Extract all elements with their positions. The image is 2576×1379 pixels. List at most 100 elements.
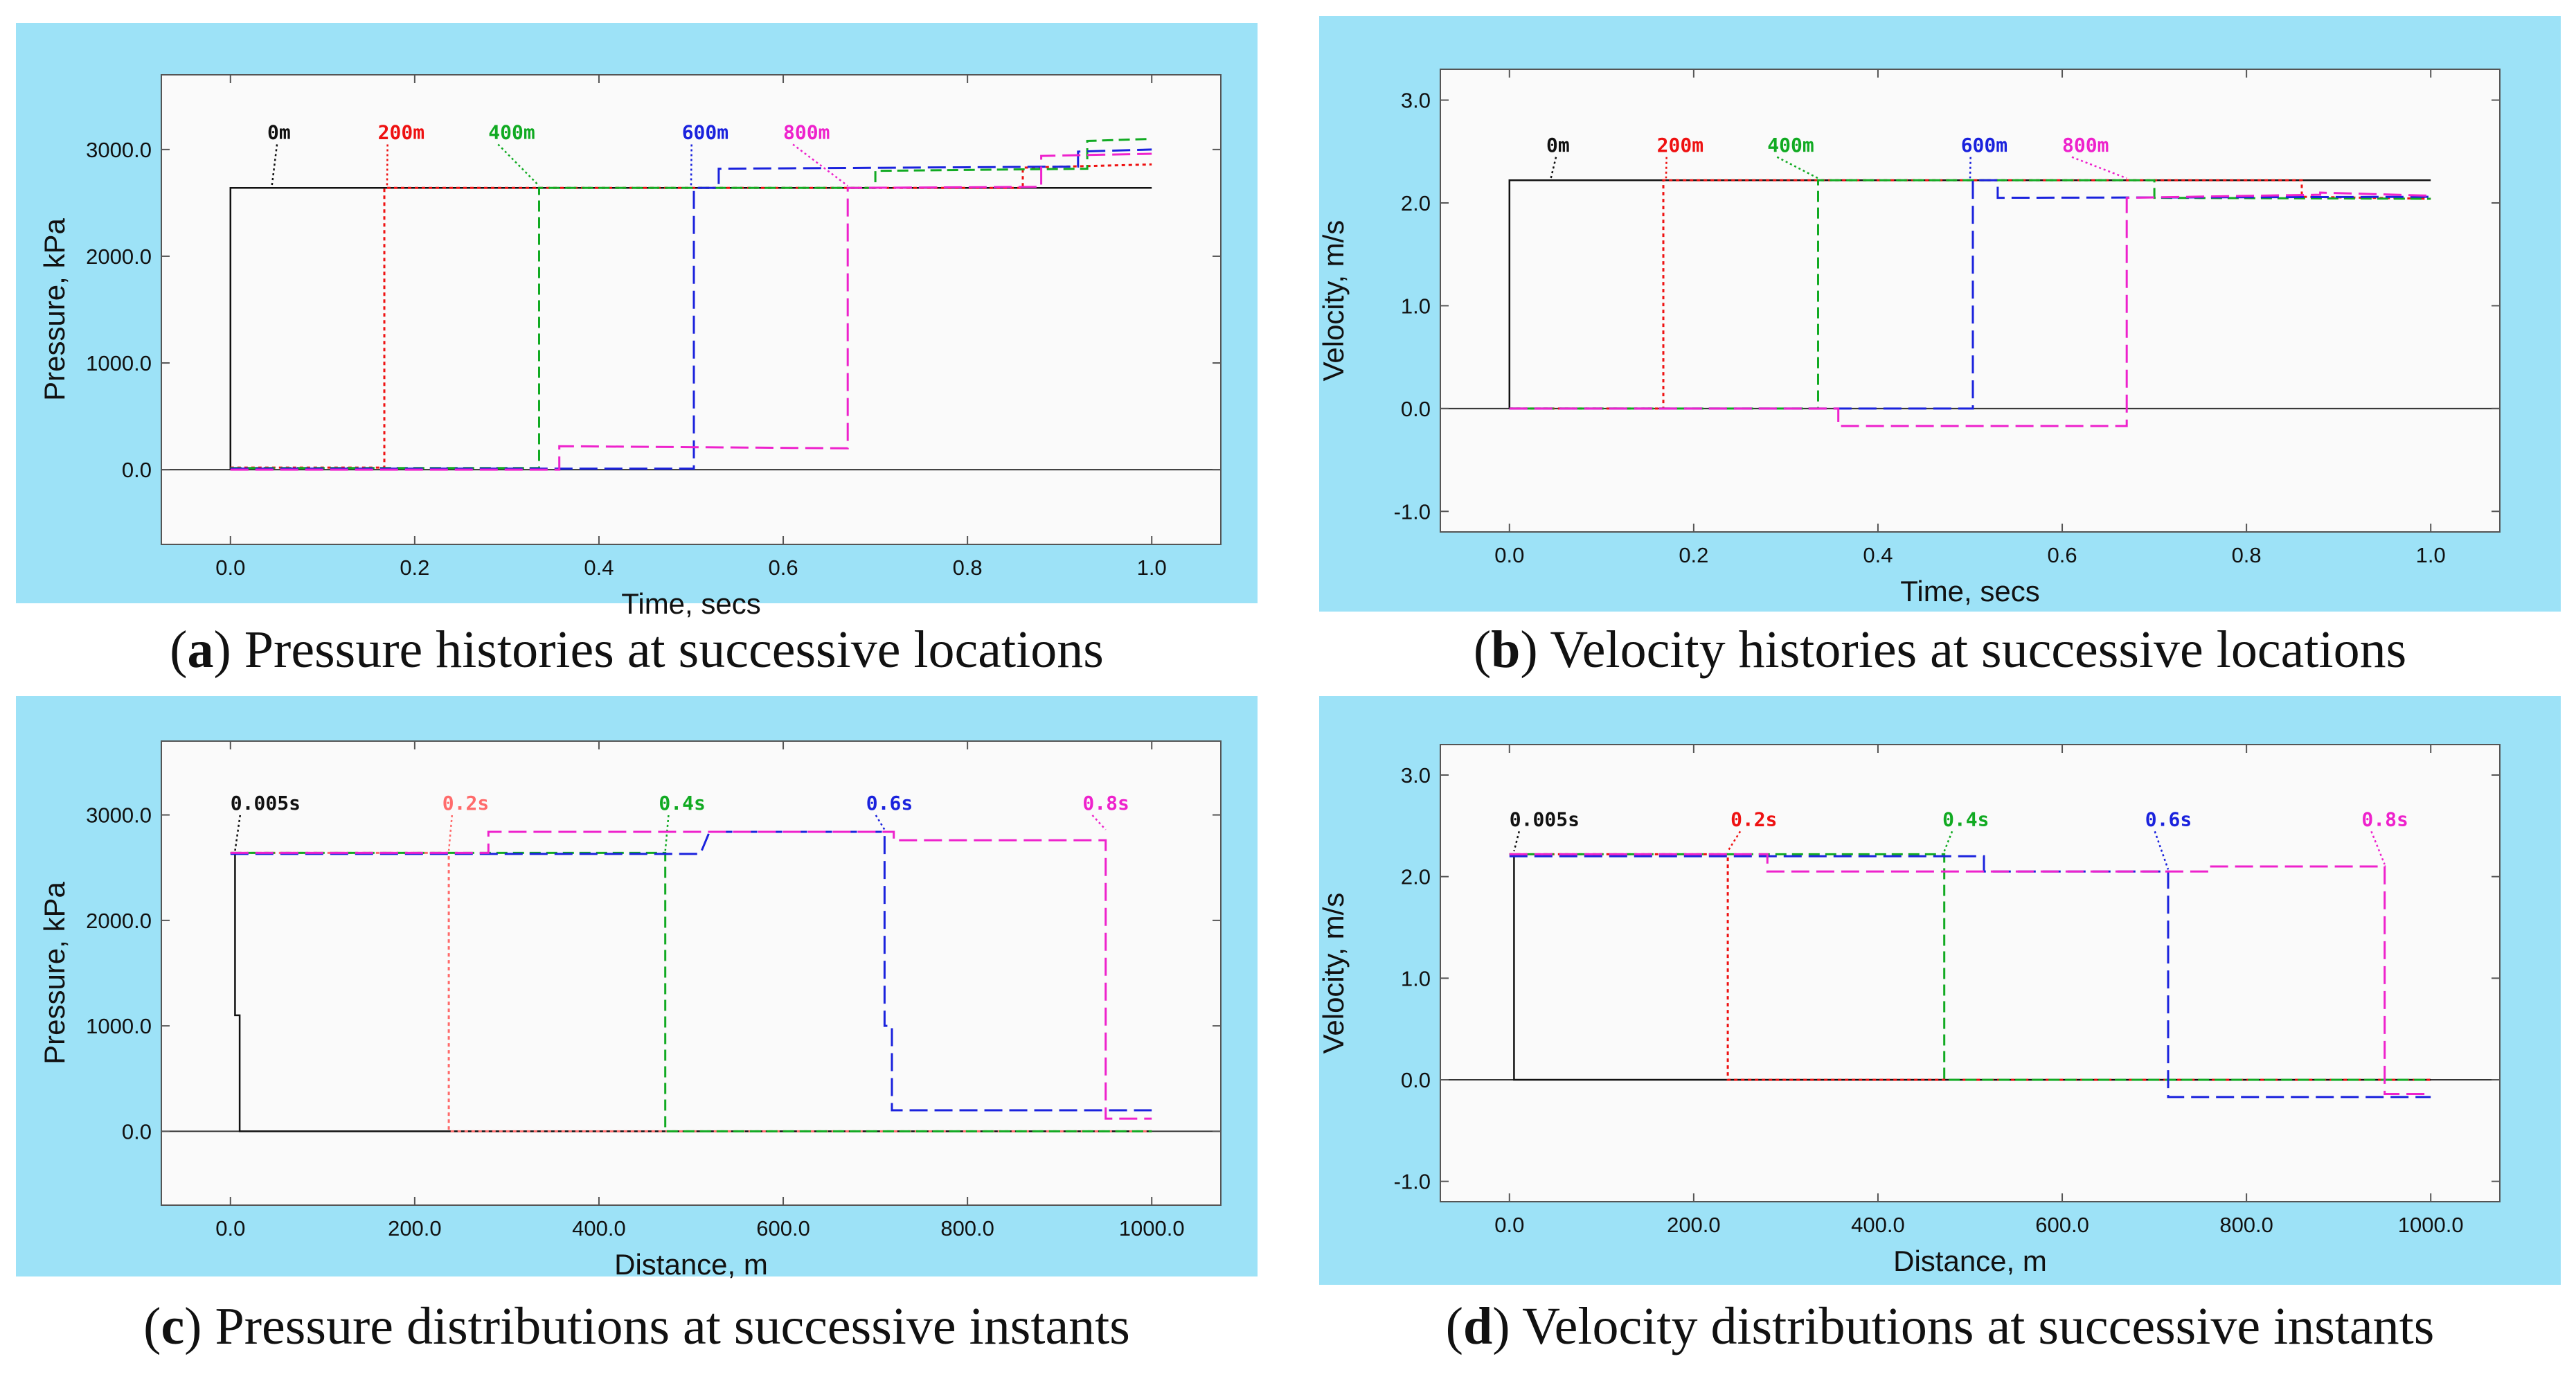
x-axis-label: Time, secs [621,587,760,620]
chart-b: -1.0 0.0 1.0 2.0 3.0 0.0 0.2 0.4 0.6 0.8 1.0 Time, … [1317,69,2501,607]
series-leader-200m [386,144,388,186]
x-tick-label: 1000.0 [2398,1213,2464,1237]
chart-panel-d: -1.0 0.0 1.0 2.0 3.0 0.0 200.0 400.0 600.0 800.0 1… [1317,696,2561,1285]
series-label-0.8s: 0.8s [1082,792,1129,815]
caption-d: (d) Velocity distributions at successive… [1445,1297,2435,1355]
series-label-0m: 0m [1546,134,1570,157]
y-tick-label: 3.0 [1401,763,1431,788]
series-line-0.8s [230,830,1152,1120]
x-tick-label: 1.0 [1137,555,1167,580]
y-tick-label: 0.0 [122,1119,152,1144]
y-tick-label: 2000.0 [86,909,152,933]
y-tick-label: 1.0 [1401,294,1431,318]
x-tick-label: 0.2 [400,555,429,580]
series-line-0m [1508,179,2431,409]
series-label-0.4s: 0.4s [1942,808,1989,830]
plot-area [1440,69,2501,533]
series-line-400m [230,138,1152,470]
chart-panel-c: 0.0 1000.0 2000.0 3000.0 0.0 200.0 400.0 600.0 8… [16,696,1258,1281]
series-line-800m [1509,191,2431,427]
x-axis-label: Distance, m [1893,1245,2047,1277]
series-label-200m: 200m [1657,134,1703,157]
series-leader-0m [271,144,278,186]
series-leader-0.2s [447,815,454,851]
series-label-0.6s: 0.6s [866,792,913,815]
y-tick-label: 3000.0 [86,803,152,828]
series-label-600m: 600m [1961,134,2007,157]
series-label-0m: 0m [267,121,291,143]
series-label-200m: 200m [378,121,424,143]
chart-d: -1.0 0.0 1.0 2.0 3.0 0.0 200.0 400.0 600.0 800.0 1… [1317,744,2501,1277]
series-label-0.8s: 0.8s [2361,808,2408,830]
y-axis-label: Velocity, m/s [1317,893,1350,1054]
caption-a: (a) Pressure histories at successive loc… [170,621,1104,679]
series-label-0.005s: 0.005s [1510,808,1580,830]
y-tick-label: 2.0 [1401,191,1431,215]
series-label-0.2s: 0.2s [442,792,489,815]
series-label-0.2s: 0.2s [1730,808,1777,830]
x-tick-label: 0.0 [215,555,245,580]
x-tick-label: 1.0 [2416,543,2446,567]
chart-panel-a: 0.0 1000.0 2000.0 3000.0 0.0 0.2 0.4 0.6 0.8 1.0 T… [16,23,1258,620]
plot-area [161,740,1222,1206]
series-leader-0.8s [1091,815,1107,830]
series-leader-0.4s [1943,830,1953,852]
x-tick-label: 400.0 [1851,1213,1905,1237]
plot-area [161,74,1222,545]
x-tick-label: 200.0 [1667,1213,1721,1237]
series-leader-800m [792,143,848,187]
x-tick-label: 0.4 [1863,543,1893,567]
y-tick-label: 1.0 [1401,966,1431,990]
x-tick-label: 200.0 [388,1216,442,1240]
series-line-0.8s [1509,853,2431,1095]
x-tick-label: 800.0 [2219,1213,2273,1237]
caption-b: (b) Velocity histories at successive loc… [1473,621,2407,679]
x-axis-label: Distance, m [614,1248,768,1281]
x-tick-label: 600.0 [2035,1213,2089,1237]
y-tick-label: 1000.0 [86,351,152,375]
series-leader-0.8s [2370,830,2386,865]
series-label-0.005s: 0.005s [231,792,301,815]
y-axis-label: Pressure, kPa [38,217,71,400]
x-tick-label: 0.6 [768,555,798,580]
series-line-800m [230,152,1152,471]
x-tick-label: 0.8 [953,555,983,580]
series-leader-0.6s [2154,830,2170,870]
x-tick-label: 0.0 [1494,1213,1524,1237]
y-tick-label: -1.0 [1394,499,1431,524]
series-line-600m [1509,179,2431,410]
chart-c: 0.0 1000.0 2000.0 3000.0 0.0 200.0 400.0 600.0 8… [38,740,1222,1281]
x-tick-label: 800.0 [940,1216,994,1240]
series-label-400m: 400m [488,121,535,143]
series-label-0.6s: 0.6s [2145,808,2192,830]
series-leader-200m [1665,157,1667,179]
y-tick-label: 0.0 [122,458,152,482]
x-tick-label: 0.0 [1494,543,1524,567]
series-label-800m: 800m [783,121,830,143]
series-label-400m: 400m [1767,134,1814,157]
series-leader-400m [497,143,540,187]
series-label-800m: 800m [2062,134,2109,157]
series-leader-0m [1550,157,1557,179]
series-leader-600m [1969,157,1971,179]
y-tick-label: 0.0 [1401,397,1431,421]
x-tick-label: 600.0 [756,1216,810,1240]
y-axis-label: Velocity, m/s [1317,220,1350,382]
y-tick-label: 3.0 [1401,89,1431,113]
y-axis-label: Pressure, kPa [38,881,71,1064]
plot-area [1440,744,2501,1202]
x-tick-label: 0.8 [2232,543,2262,567]
y-tick-label: 2.0 [1401,865,1431,889]
y-tick-label: 1000.0 [86,1014,152,1038]
y-tick-label: 0.0 [1401,1068,1431,1092]
x-tick-label: 0.4 [584,555,614,580]
series-line-600m [230,148,1152,470]
series-leader-0.4s [664,815,670,851]
x-tick-label: 1000.0 [1119,1216,1185,1240]
series-label-0.4s: 0.4s [659,792,705,815]
x-tick-label: 0.6 [2047,543,2077,567]
series-leader-600m [690,144,692,186]
x-tick-label: 0.2 [1679,543,1708,567]
series-leader-0.2s [1727,830,1742,852]
x-tick-label: 400.0 [572,1216,626,1240]
